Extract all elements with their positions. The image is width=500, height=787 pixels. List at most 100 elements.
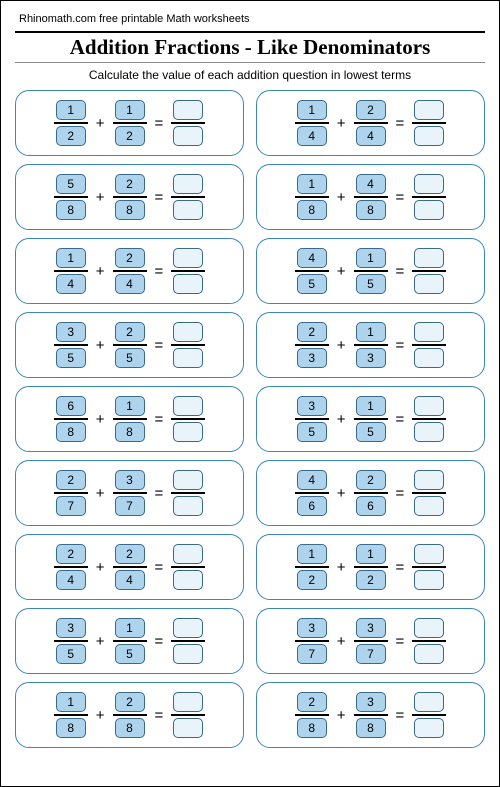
equals-sign: = [153, 485, 166, 502]
denominator-cell: 7 [297, 644, 327, 664]
answer-denominator-cell[interactable] [173, 274, 203, 294]
denominator-cell: 3 [356, 348, 386, 368]
answer-denominator-cell[interactable] [414, 200, 444, 220]
equals-sign: = [394, 485, 407, 502]
denominator-cell: 8 [115, 200, 145, 220]
fraction-bar [295, 566, 329, 568]
fraction-bar [412, 196, 446, 198]
plus-sign: + [335, 263, 348, 280]
denominator-cell: 8 [115, 718, 145, 738]
plus-sign: + [94, 337, 107, 354]
answer-denominator-cell[interactable] [173, 348, 203, 368]
fraction-operand: 37 [113, 470, 147, 516]
numerator-cell: 1 [115, 396, 145, 416]
answer-numerator-cell[interactable] [414, 396, 444, 416]
fraction-operand: 45 [295, 248, 329, 294]
denominator-cell: 2 [297, 570, 327, 590]
fraction-answer [412, 100, 446, 146]
problem-box: 45+15= [256, 238, 485, 304]
numerator-cell: 2 [115, 322, 145, 342]
answer-numerator-cell[interactable] [173, 470, 203, 490]
problem-box: 27+37= [15, 460, 244, 526]
problem-box: 46+26= [256, 460, 485, 526]
answer-numerator-cell[interactable] [414, 470, 444, 490]
fraction-operand: 24 [54, 544, 88, 590]
answer-numerator-cell[interactable] [173, 322, 203, 342]
problem-box: 18+48= [256, 164, 485, 230]
numerator-cell: 1 [356, 248, 386, 268]
fraction-bar [113, 270, 147, 272]
answer-numerator-cell[interactable] [173, 100, 203, 120]
answer-numerator-cell[interactable] [414, 174, 444, 194]
numerator-cell: 6 [56, 396, 86, 416]
fraction-answer [412, 248, 446, 294]
problem-box: 24+24= [15, 534, 244, 600]
answer-numerator-cell[interactable] [414, 100, 444, 120]
denominator-cell: 5 [56, 644, 86, 664]
answer-denominator-cell[interactable] [173, 496, 203, 516]
answer-denominator-cell[interactable] [414, 718, 444, 738]
fraction-operand: 24 [354, 100, 388, 146]
numerator-cell: 3 [356, 692, 386, 712]
plus-sign: + [335, 115, 348, 132]
numerator-cell: 2 [297, 322, 327, 342]
answer-denominator-cell[interactable] [414, 496, 444, 516]
fraction-operand: 18 [295, 174, 329, 220]
page-subtitle: Calculate the value of each addition que… [15, 63, 485, 90]
answer-denominator-cell[interactable] [173, 570, 203, 590]
numerator-cell: 2 [356, 470, 386, 490]
answer-denominator-cell[interactable] [173, 126, 203, 146]
answer-denominator-cell[interactable] [414, 348, 444, 368]
plus-sign: + [94, 559, 107, 576]
fraction-bar [171, 270, 205, 272]
fraction-operand: 35 [54, 322, 88, 368]
fraction-bar [54, 270, 88, 272]
numerator-cell: 1 [115, 618, 145, 638]
fraction-bar [113, 418, 147, 420]
answer-denominator-cell[interactable] [414, 126, 444, 146]
site-header: Rhinomath.com free printable Math worksh… [15, 11, 485, 31]
answer-numerator-cell[interactable] [173, 692, 203, 712]
answer-numerator-cell[interactable] [173, 618, 203, 638]
fraction-bar [295, 270, 329, 272]
fraction-bar [354, 270, 388, 272]
answer-numerator-cell[interactable] [173, 174, 203, 194]
numerator-cell: 5 [56, 174, 86, 194]
equals-sign: = [394, 189, 407, 206]
denominator-cell: 4 [56, 274, 86, 294]
fraction-bar [54, 122, 88, 124]
answer-numerator-cell[interactable] [414, 322, 444, 342]
fraction-operand: 24 [113, 248, 147, 294]
problem-box: 12+12= [15, 90, 244, 156]
answer-denominator-cell[interactable] [414, 422, 444, 442]
answer-numerator-cell[interactable] [173, 396, 203, 416]
answer-numerator-cell[interactable] [414, 618, 444, 638]
problem-box: 12+12= [256, 534, 485, 600]
problem-box: 14+24= [256, 90, 485, 156]
answer-denominator-cell[interactable] [414, 644, 444, 664]
fraction-operand: 28 [113, 174, 147, 220]
answer-numerator-cell[interactable] [414, 692, 444, 712]
answer-numerator-cell[interactable] [414, 544, 444, 564]
answer-denominator-cell[interactable] [414, 274, 444, 294]
answer-denominator-cell[interactable] [173, 422, 203, 442]
fraction-answer [412, 470, 446, 516]
fraction-operand: 18 [113, 396, 147, 442]
answer-numerator-cell[interactable] [414, 248, 444, 268]
answer-denominator-cell[interactable] [173, 200, 203, 220]
numerator-cell: 1 [56, 692, 86, 712]
fraction-operand: 46 [295, 470, 329, 516]
answer-numerator-cell[interactable] [173, 544, 203, 564]
answer-denominator-cell[interactable] [414, 570, 444, 590]
denominator-cell: 2 [115, 126, 145, 146]
fraction-bar [412, 566, 446, 568]
fraction-answer [171, 174, 205, 220]
answer-numerator-cell[interactable] [173, 248, 203, 268]
fraction-operand: 25 [113, 322, 147, 368]
fraction-bar [171, 714, 205, 716]
answer-denominator-cell[interactable] [173, 644, 203, 664]
answer-denominator-cell[interactable] [173, 718, 203, 738]
fraction-operand: 35 [54, 618, 88, 664]
fraction-bar [412, 418, 446, 420]
numerator-cell: 1 [356, 544, 386, 564]
